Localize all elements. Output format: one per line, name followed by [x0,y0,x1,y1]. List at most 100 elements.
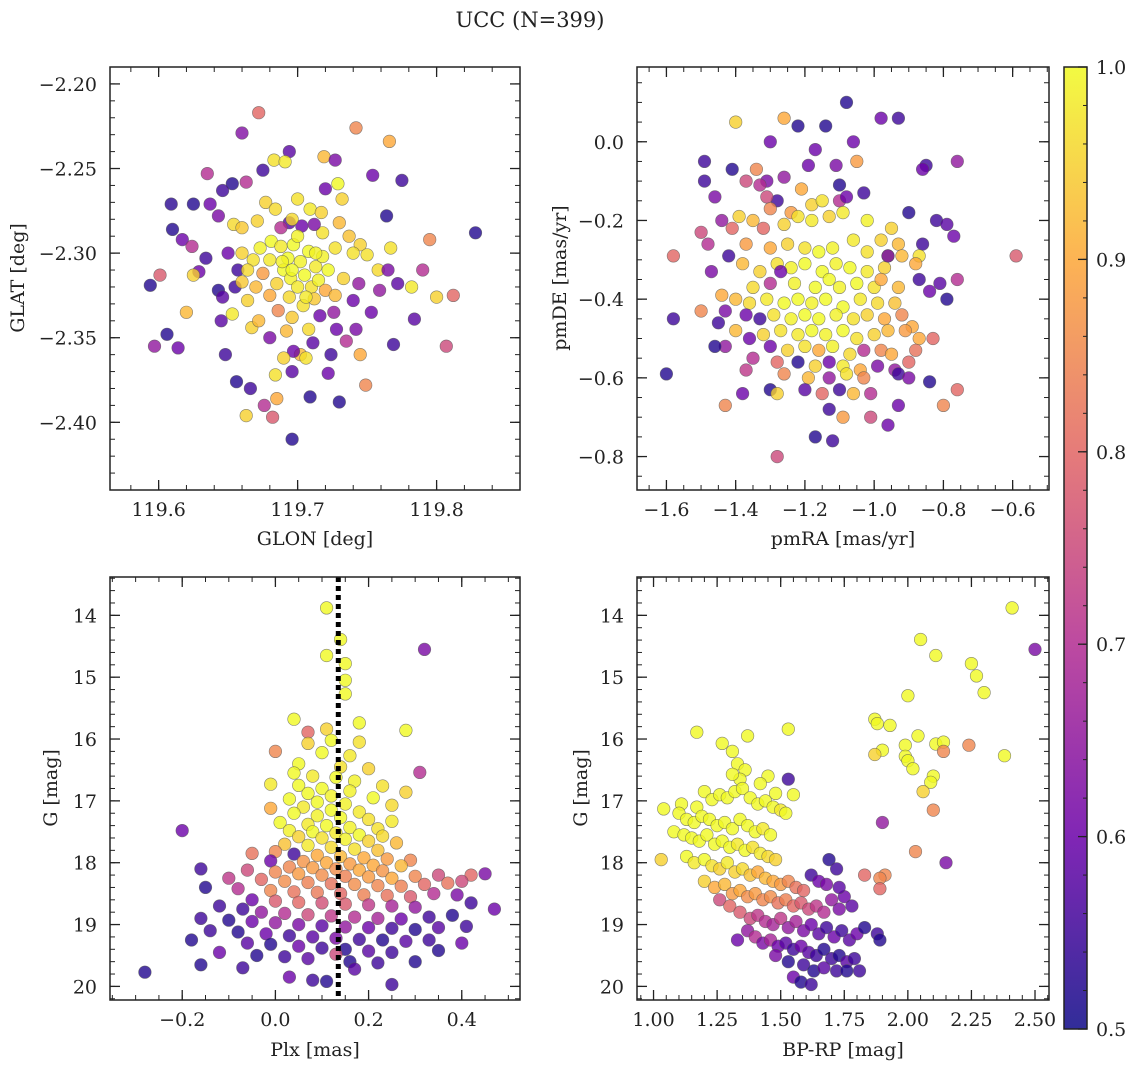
data-point [832,178,847,192]
data-point [292,939,306,953]
data-point [1028,642,1042,657]
data-point [915,162,930,176]
data-point [385,921,399,935]
x-tick-label: 2.50 [1014,1009,1056,1031]
data-point [860,308,874,322]
data-point [804,917,818,932]
data-point [877,312,892,326]
data-point [268,368,283,382]
data-point [749,162,764,176]
data-point [278,950,292,964]
data-point [718,877,732,892]
data-point [164,197,178,211]
data-point [301,838,315,853]
y-axis-label: G [mag] [40,749,62,827]
data-point [852,964,867,978]
data-point [770,355,784,369]
data-point [352,716,366,730]
data-point [405,280,419,294]
y-axis-label: G [mag] [570,749,592,827]
panel-glat-vs-glon: GLON [deg] GLAT [deg] 119.6 119.7 119.8 −2.… [7,66,521,550]
data-point [881,249,895,263]
data-point [299,290,313,304]
data-point [336,271,351,286]
data-point [459,919,474,934]
data-point [307,217,321,231]
data-point [324,733,338,747]
data-point [901,689,915,703]
y-tick-label: 15 [600,667,624,689]
data-point [950,154,964,168]
y-tick-label: −0.8 [578,447,624,469]
data-point [327,305,341,319]
data-point [252,106,266,120]
data-point [315,868,329,882]
data-point [381,263,395,277]
data-point [697,154,712,168]
data-point [877,261,892,275]
data-point [338,920,352,934]
data-point [268,744,283,759]
data-point [317,150,331,164]
data-point [977,685,991,700]
data-point [274,239,288,253]
data-point [873,933,887,947]
data-point [301,786,315,801]
data-point [268,202,283,216]
data-point [911,729,925,743]
data-point [924,775,938,789]
data-point [360,248,374,262]
axes-frame [636,66,1050,491]
data-point [296,854,311,869]
y-tick-label: 18 [600,853,624,875]
data-point [825,434,840,448]
data-point [328,153,342,167]
data-point [732,209,746,224]
data-point [198,880,213,895]
data-point [822,371,836,385]
data-point [399,723,413,738]
data-point [417,642,432,657]
data-point [263,253,277,267]
data-point [306,973,320,987]
y-axis-label: GLAT [deg] [7,223,29,333]
data-point [282,929,297,943]
data-point [371,911,385,926]
data-point [715,288,729,302]
data-point [324,877,338,891]
data-point [464,868,478,882]
data-point [306,769,320,783]
data-point [825,241,840,255]
data-point [332,216,346,230]
data-point [829,862,844,876]
data-point [320,722,334,736]
data-point [278,906,292,921]
x-tick-label: 0.0 [260,1009,290,1031]
data-point [822,402,836,416]
x-tick-label: 0.2 [353,1009,383,1031]
data-point [376,933,390,947]
data-point [235,246,249,260]
data-point [794,182,809,196]
data-point [906,762,920,776]
data-point [857,371,871,385]
data-point [742,296,757,310]
data-point [898,324,912,338]
data-point [343,749,357,763]
data-point [371,956,385,970]
data-point [315,941,329,955]
data-point [850,154,864,168]
y-tick-label: 17 [73,791,97,813]
data-point [324,803,338,817]
data-point [431,943,446,958]
data-point [912,272,926,287]
data-point [394,879,408,893]
data-point [382,134,397,148]
data-point [266,410,280,424]
data-point [408,900,422,914]
data-point [371,878,385,893]
data-point [929,648,943,663]
data-point [362,762,376,776]
data-point [286,344,301,358]
data-point [791,292,805,306]
